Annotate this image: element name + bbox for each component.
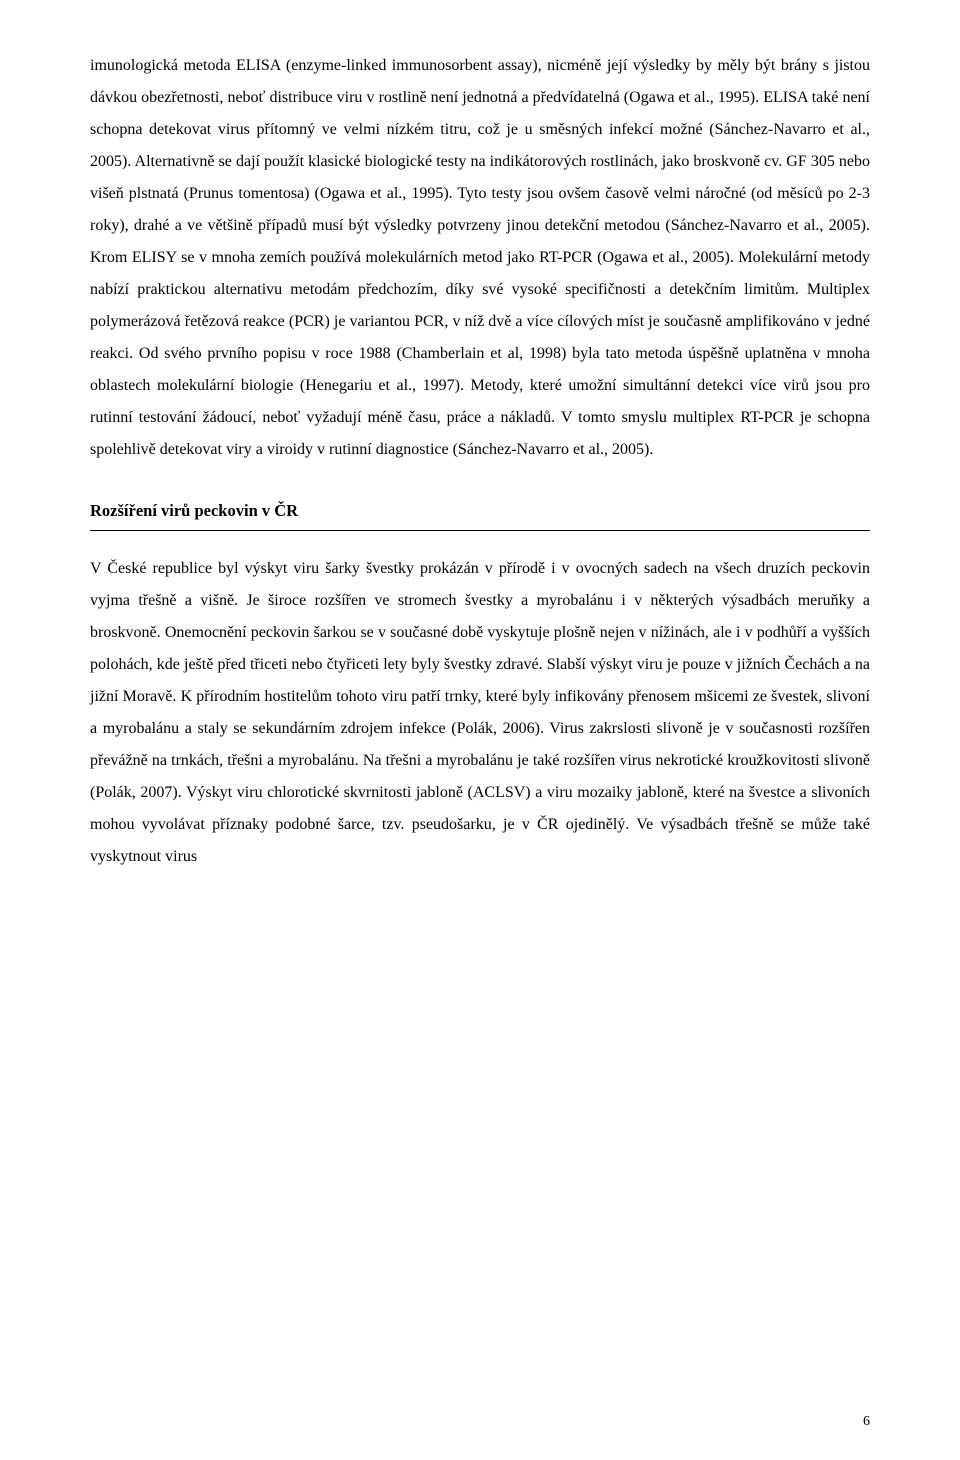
section-heading: Rozšíření virů peckovin v ČR [90,496,870,526]
body-paragraph-1: imunologická metoda ELISA (enzyme-linked… [90,50,870,466]
section-divider [90,530,870,531]
body-paragraph-2: V České republice byl výskyt viru šarky … [90,553,870,873]
page-number: 6 [863,1414,870,1430]
